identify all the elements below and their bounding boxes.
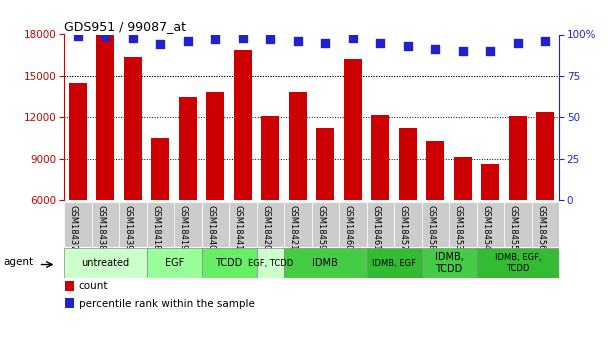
Text: percentile rank within the sample: percentile rank within the sample — [78, 299, 254, 308]
Bar — [367, 202, 394, 247]
Text: GSM18458: GSM18458 — [426, 205, 436, 251]
Bar — [422, 248, 477, 278]
Bar — [284, 248, 367, 278]
Bar — [532, 202, 559, 247]
Text: GSM18440: GSM18440 — [207, 205, 216, 251]
Text: untreated: untreated — [81, 258, 130, 268]
Bar — [202, 202, 229, 247]
Text: GDS951 / 99087_at: GDS951 / 99087_at — [64, 20, 186, 33]
Bar — [119, 202, 147, 247]
Bar — [65, 298, 73, 308]
Bar — [257, 202, 284, 247]
Text: agent: agent — [3, 257, 34, 267]
Text: GSM18420: GSM18420 — [262, 205, 271, 251]
Point — [210, 37, 221, 42]
Bar — [536, 112, 554, 200]
Point — [486, 48, 496, 54]
Bar — [257, 248, 284, 278]
Bar — [64, 248, 147, 278]
Bar — [371, 115, 389, 200]
Text: GSM18457: GSM18457 — [399, 205, 408, 251]
Text: GSM18438: GSM18438 — [97, 205, 106, 251]
Point — [293, 38, 303, 44]
Bar — [344, 59, 362, 200]
Point — [403, 43, 413, 49]
Bar — [147, 202, 174, 247]
Text: GSM18437: GSM18437 — [69, 205, 78, 251]
Text: GSM18461: GSM18461 — [371, 205, 381, 251]
Point — [183, 38, 193, 44]
Text: GSM18441: GSM18441 — [234, 205, 243, 251]
Point — [128, 35, 138, 41]
Text: IDMB: IDMB — [312, 258, 338, 268]
Point — [541, 38, 551, 44]
Bar — [64, 202, 92, 247]
Bar — [481, 164, 499, 200]
Point — [238, 35, 248, 41]
Bar — [454, 157, 472, 200]
Bar — [367, 248, 422, 278]
Bar — [289, 92, 307, 200]
Text: GSM18453: GSM18453 — [454, 205, 463, 251]
Text: GSM18460: GSM18460 — [344, 205, 353, 251]
Point — [431, 47, 441, 52]
Bar — [97, 33, 114, 200]
Bar — [207, 92, 224, 200]
Bar — [312, 202, 339, 247]
Point — [100, 33, 111, 39]
Bar — [316, 128, 334, 200]
Point — [156, 42, 166, 47]
Bar — [422, 202, 449, 247]
Point — [513, 40, 523, 46]
Text: GSM18454: GSM18454 — [481, 205, 491, 251]
Point — [348, 35, 358, 41]
Bar — [69, 83, 87, 200]
Bar — [179, 97, 197, 200]
Bar — [147, 248, 202, 278]
Text: GSM18418: GSM18418 — [152, 205, 161, 251]
Bar — [477, 248, 559, 278]
Text: EGF: EGF — [164, 258, 184, 268]
Bar — [174, 202, 202, 247]
Bar — [394, 202, 422, 247]
Text: GSM18459: GSM18459 — [316, 205, 326, 251]
Text: EGF, TCDD: EGF, TCDD — [247, 258, 293, 268]
Text: count: count — [78, 282, 108, 291]
Bar — [202, 248, 257, 278]
Bar — [284, 202, 312, 247]
Bar — [509, 116, 527, 200]
Bar — [262, 116, 279, 200]
Text: GSM18455: GSM18455 — [509, 205, 518, 251]
Text: GSM18419: GSM18419 — [179, 205, 188, 251]
Bar — [92, 202, 119, 247]
Bar — [234, 50, 252, 200]
Bar — [504, 202, 532, 247]
Bar — [339, 202, 367, 247]
Bar — [399, 128, 417, 200]
Point — [376, 40, 386, 46]
Text: IDMB, EGF,
TCDD: IDMB, EGF, TCDD — [494, 253, 541, 273]
Text: IDMB, EGF: IDMB, EGF — [372, 258, 416, 268]
Text: TCDD: TCDD — [216, 258, 243, 268]
Point — [73, 33, 83, 39]
Point — [266, 37, 276, 42]
Text: IDMB,
TCDD: IDMB, TCDD — [434, 252, 464, 274]
Bar — [229, 202, 257, 247]
Text: GSM18456: GSM18456 — [536, 205, 546, 251]
Bar — [152, 138, 169, 200]
Text: GSM18421: GSM18421 — [289, 205, 298, 251]
Bar — [124, 57, 142, 200]
Bar — [477, 202, 504, 247]
Text: GSM18439: GSM18439 — [124, 205, 133, 251]
Point — [321, 40, 331, 46]
Point — [458, 48, 468, 54]
Bar — [449, 202, 477, 247]
Bar — [65, 281, 73, 291]
Bar — [426, 141, 444, 200]
